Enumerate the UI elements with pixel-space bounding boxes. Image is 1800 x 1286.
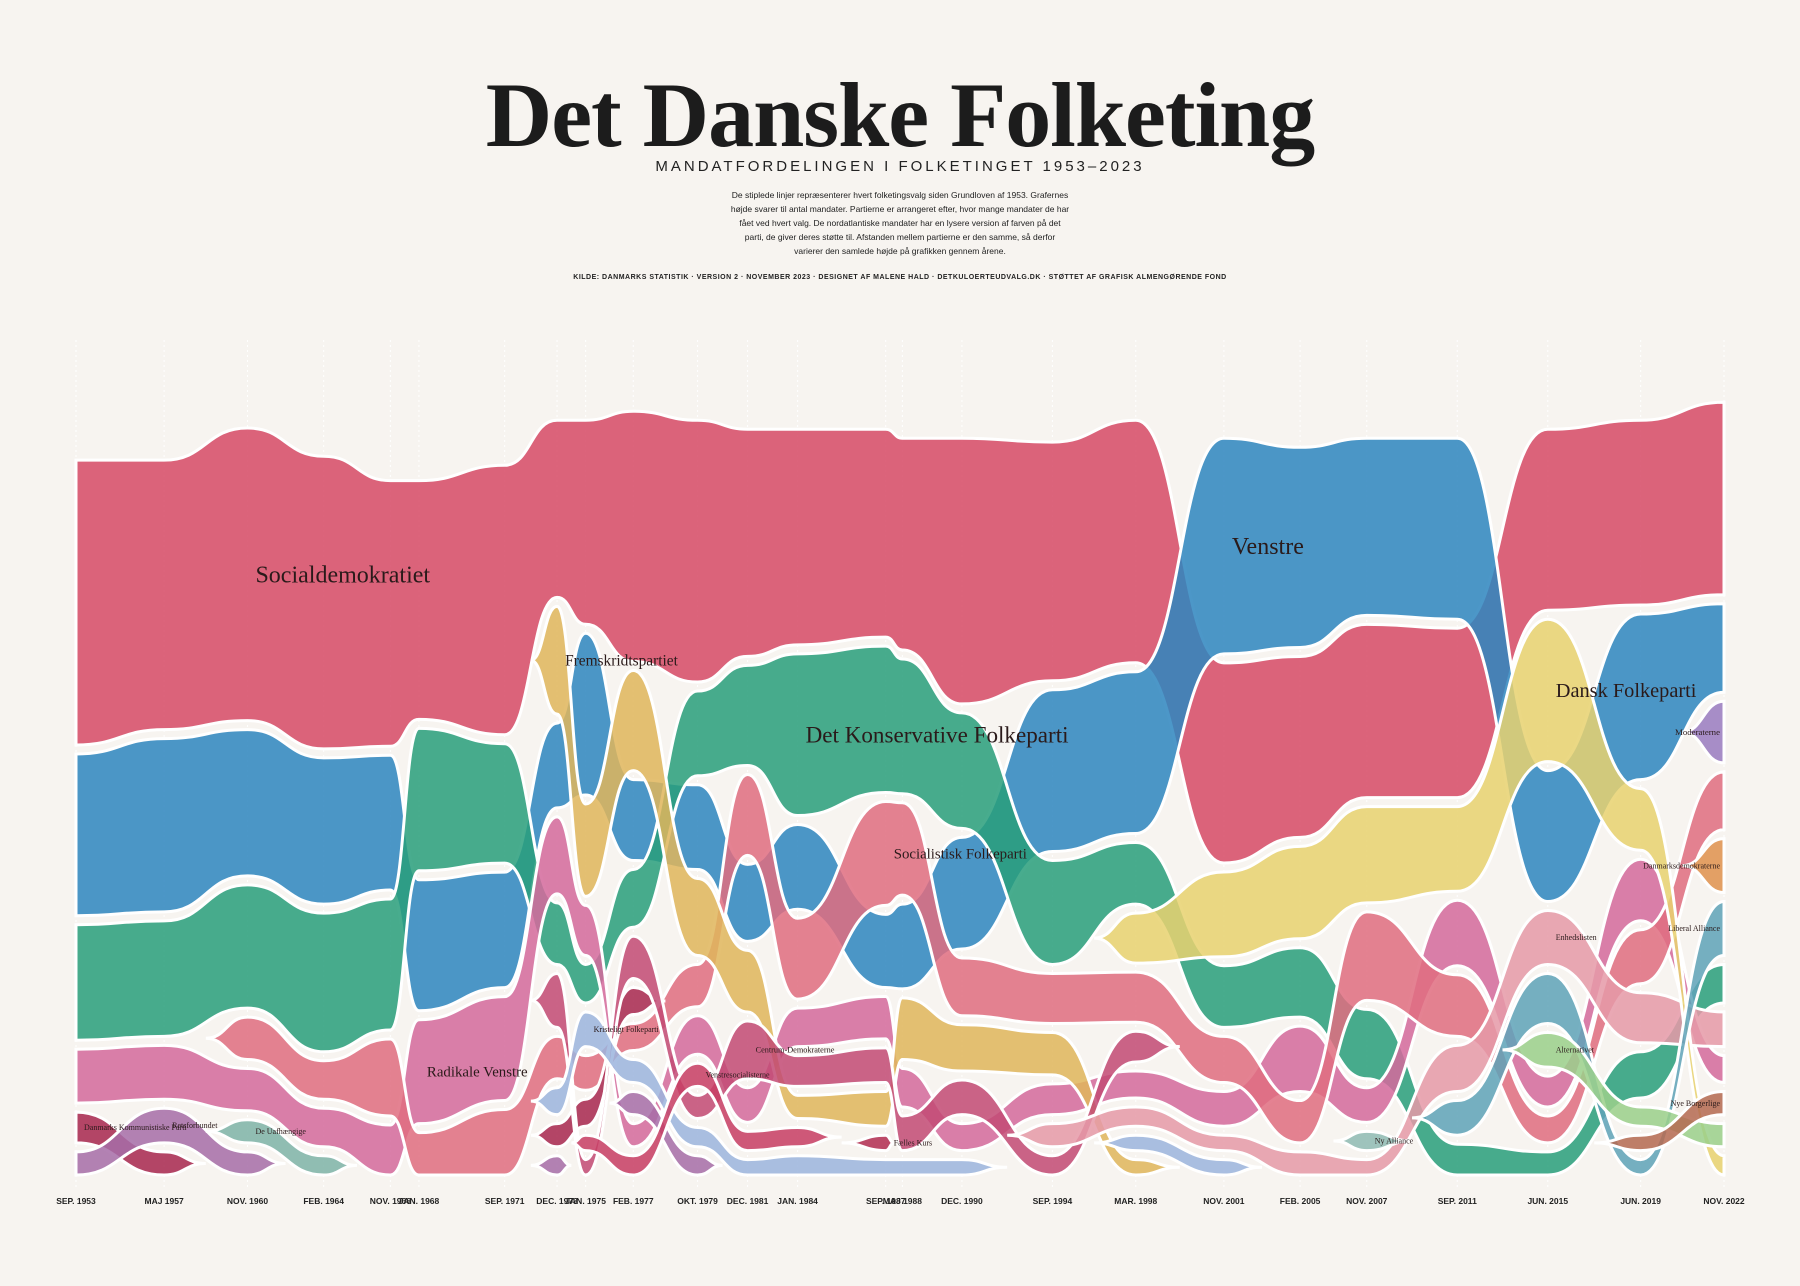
stream-de-uafhængige <box>205 1118 358 1177</box>
x-tick-label: NOV. 2007 <box>1346 1196 1388 1206</box>
stream-moderaterne <box>1682 699 1726 765</box>
x-axis-ticks: SEP. 1953 MAJ 1957 NOV. 1960 FEB. 1964 NOV. … <box>56 1196 1745 1206</box>
stream-ny-alliance <box>1333 1129 1413 1153</box>
stream-alternativet <box>1502 1030 1726 1149</box>
series-label: Moderaterne <box>1675 727 1720 737</box>
x-tick-label: SEP. 1994 <box>1033 1196 1073 1206</box>
x-tick-label: JUN. 2019 <box>1620 1196 1661 1206</box>
x-tick-label: SEP. 1953 <box>56 1196 96 1206</box>
series-label: Det Konservative Folkeparti <box>806 721 1069 747</box>
page-title: Det Danske Folketing <box>485 64 1315 166</box>
series-label: Socialdemokratiet <box>255 562 430 588</box>
stream-retsforbundet <box>530 1154 572 1177</box>
stream-socialistisk-folkeparti <box>205 770 1726 1177</box>
x-tick-label: OKT. 1979 <box>677 1196 718 1206</box>
party-streams <box>74 400 1726 1177</box>
x-tick-label: MAJ 1988 <box>883 1196 922 1206</box>
series-label: Centrum-Demokraterne <box>756 1046 835 1055</box>
x-tick-label: DEC. 1981 <box>727 1196 769 1206</box>
stream-kristeligt-folkeparti <box>530 1010 1008 1177</box>
x-tick-label: JAN. 1975 <box>565 1196 606 1206</box>
x-tick-label: NOV. 1960 <box>227 1196 269 1206</box>
x-tick-label: DEC. 1973 <box>536 1196 578 1206</box>
x-tick-label: SEP. 1971 <box>485 1196 525 1206</box>
series-label: Liberal Alliance <box>1668 924 1720 933</box>
series-label: Venstre <box>1232 534 1304 560</box>
series-label: Retsforbundet <box>172 1121 218 1130</box>
x-tick-label: NOV. 2001 <box>1203 1196 1245 1206</box>
source-credit: KILDE: DANMARKS STATISTIK · VERSION 2 · … <box>573 274 1227 281</box>
series-label: Alternativet <box>1556 1045 1595 1054</box>
stream-venstresocialisterne <box>571 1061 842 1177</box>
stream-danmarksdemokraterne <box>1682 837 1726 895</box>
x-tick-label: SEP. 1987 <box>866 1196 906 1206</box>
series-label: Radikale Venstre <box>427 1065 528 1081</box>
x-tick-label: JAN. 1968 <box>399 1196 440 1206</box>
party-labels: Socialdemokratiet Venstre Det Konservative… <box>84 534 1720 1148</box>
x-tick-label: FEB. 1964 <box>303 1196 344 1206</box>
chart-description: De stiplede linjer repræsenterer hvert f… <box>730 190 1070 256</box>
stream-liberal-alliance <box>1411 900 1726 1177</box>
x-tick-label: NOV. 2022 <box>1703 1196 1745 1206</box>
series-label: Enhedslisten <box>1556 933 1597 942</box>
series-label: Socialistisk Folkeparti <box>894 846 1027 862</box>
series-label: Venstresocialisterne <box>706 1071 770 1080</box>
series-label: Danmarksdemokraterne <box>1643 861 1720 870</box>
stream-fælles-kurs <box>841 1133 895 1153</box>
stream-fremskridtspartiet <box>530 604 1180 1177</box>
series-label: Ny Alliance <box>1375 1137 1414 1146</box>
x-tick-label: FEB. 1977 <box>613 1196 654 1206</box>
x-tick-label: SEP. 2011 <box>1438 1196 1477 1206</box>
x-tick-label: NOV. 1966 <box>370 1196 412 1206</box>
x-tick-label: JUN. 2015 <box>1527 1196 1568 1206</box>
x-tick-label: JAN. 1984 <box>777 1196 818 1206</box>
x-tick-label: FEB. 2005 <box>1280 1196 1321 1206</box>
series-label: Danmarks Kommunistiske Parti <box>84 1123 187 1132</box>
page-subtitle: MANDATFORDELINGEN I FOLKETINGET 1953–202… <box>655 158 1145 175</box>
series-label: Kristeligt Folkeparti <box>594 1025 660 1034</box>
series-label: Nye Borgerlige <box>1671 1099 1721 1108</box>
series-label: Fremskridtspartiet <box>565 652 679 669</box>
series-label: Fælles Kurs <box>894 1139 932 1148</box>
x-tick-label: DEC. 1990 <box>941 1196 983 1206</box>
series-label: De Uafhængige <box>255 1127 306 1136</box>
stream-retsforbundet <box>74 1106 286 1177</box>
series-label: Dansk Folkeparti <box>1556 680 1697 702</box>
stream-nye-borgerlige <box>1594 1090 1726 1153</box>
stream-socialdemokratiet <box>74 400 1726 865</box>
x-tick-label: MAR. 1998 <box>1114 1196 1157 1206</box>
stream-enhedslisten <box>1007 909 1726 1177</box>
x-tick-label: MAJ 1957 <box>145 1196 184 1206</box>
stream-centrum-demokraterne <box>530 934 1180 1177</box>
